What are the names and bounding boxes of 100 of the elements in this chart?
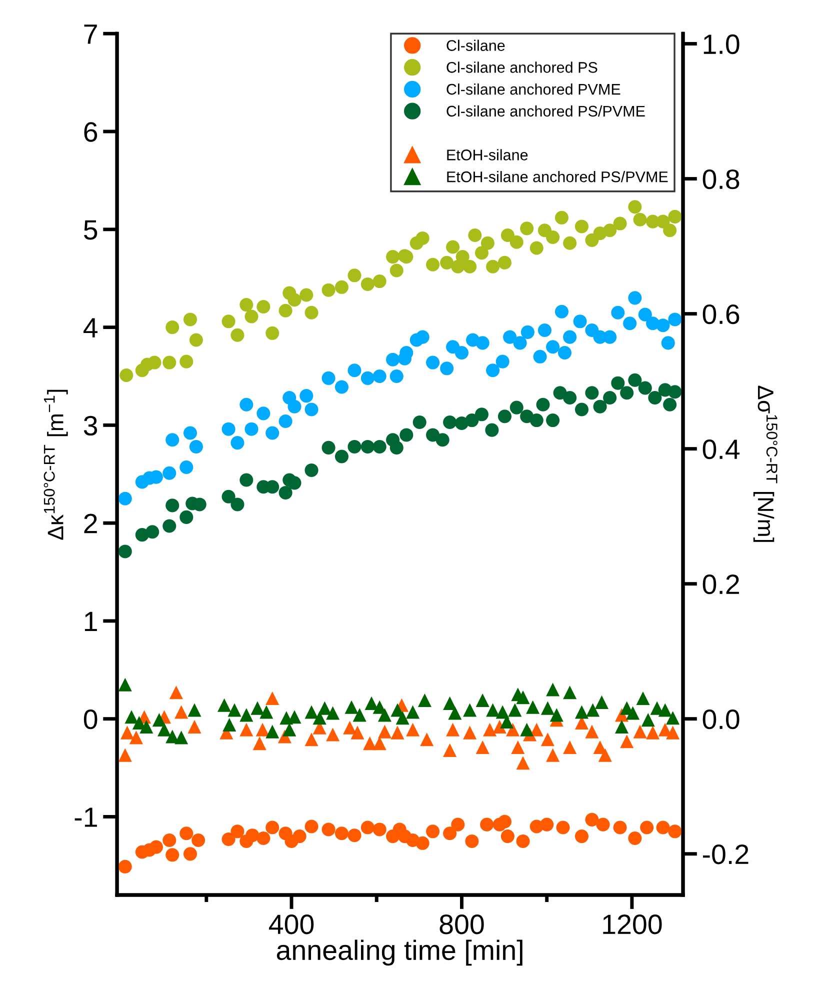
point bbox=[530, 414, 544, 428]
point bbox=[416, 330, 430, 344]
point bbox=[420, 732, 434, 746]
point bbox=[304, 705, 318, 719]
point bbox=[668, 824, 682, 838]
x-tick-label: 400 bbox=[268, 914, 314, 934]
y-tick-label: 6 bbox=[84, 122, 98, 142]
point bbox=[638, 308, 652, 322]
point bbox=[486, 364, 500, 378]
point bbox=[598, 748, 612, 762]
point bbox=[256, 722, 270, 736]
point bbox=[563, 391, 577, 405]
point bbox=[638, 381, 652, 395]
point bbox=[594, 695, 608, 709]
point bbox=[666, 726, 680, 740]
point bbox=[390, 369, 404, 384]
point bbox=[540, 732, 554, 746]
point bbox=[656, 820, 670, 834]
point bbox=[174, 730, 188, 744]
point bbox=[416, 836, 430, 850]
point bbox=[222, 718, 236, 732]
point bbox=[476, 693, 490, 708]
point bbox=[350, 726, 364, 740]
point bbox=[390, 726, 404, 740]
point bbox=[129, 730, 143, 744]
point bbox=[550, 708, 564, 722]
point bbox=[628, 832, 642, 846]
point bbox=[288, 400, 302, 414]
y2-tick-label: -0.2 bbox=[702, 844, 748, 864]
point bbox=[573, 314, 587, 328]
point bbox=[166, 848, 180, 862]
point bbox=[640, 820, 654, 834]
point bbox=[623, 316, 637, 330]
point bbox=[240, 722, 254, 736]
point bbox=[463, 703, 477, 717]
point bbox=[240, 473, 254, 487]
point bbox=[140, 720, 154, 734]
y2-tick-label: 0.8 bbox=[702, 169, 740, 190]
point bbox=[520, 722, 534, 736]
point bbox=[574, 705, 588, 719]
point bbox=[240, 398, 254, 412]
point bbox=[162, 833, 176, 847]
point bbox=[266, 426, 280, 440]
point bbox=[511, 740, 525, 754]
point bbox=[166, 498, 180, 512]
point bbox=[260, 705, 274, 719]
point bbox=[120, 726, 134, 740]
point bbox=[386, 352, 400, 366]
point bbox=[620, 734, 634, 748]
point bbox=[636, 692, 650, 706]
point bbox=[304, 402, 318, 416]
point bbox=[152, 713, 166, 727]
point bbox=[593, 400, 607, 414]
point bbox=[118, 860, 132, 874]
point bbox=[228, 703, 242, 717]
point bbox=[628, 373, 642, 387]
point bbox=[558, 346, 572, 360]
point bbox=[183, 426, 197, 440]
point bbox=[244, 422, 258, 436]
point bbox=[292, 830, 306, 844]
point bbox=[372, 736, 386, 750]
point bbox=[666, 711, 680, 725]
point bbox=[360, 440, 374, 454]
point bbox=[426, 356, 440, 370]
x-tick-label: 800 bbox=[440, 914, 484, 934]
point bbox=[574, 402, 588, 416]
point bbox=[344, 700, 358, 714]
y2-axis-title: Δσ$^{150°C-RT}$ [N/m] bbox=[753, 386, 778, 542]
point bbox=[266, 820, 280, 834]
point bbox=[149, 840, 163, 854]
point bbox=[188, 720, 202, 734]
point bbox=[613, 820, 627, 834]
point bbox=[492, 720, 506, 734]
point bbox=[603, 330, 617, 344]
point bbox=[180, 460, 194, 474]
point bbox=[476, 740, 490, 754]
point bbox=[180, 510, 194, 524]
point bbox=[443, 415, 457, 430]
point bbox=[378, 724, 392, 738]
point bbox=[454, 346, 468, 360]
point bbox=[546, 748, 560, 762]
y-tick-label: 4 bbox=[83, 318, 98, 338]
point bbox=[192, 833, 206, 847]
point bbox=[516, 834, 530, 848]
point bbox=[465, 414, 479, 428]
point bbox=[304, 463, 318, 477]
point bbox=[426, 824, 440, 838]
y2-tick-label: 0.2 bbox=[702, 574, 739, 594]
point bbox=[563, 686, 577, 700]
point bbox=[554, 304, 568, 318]
point bbox=[446, 722, 460, 736]
point bbox=[546, 414, 560, 428]
point bbox=[641, 713, 655, 727]
point bbox=[230, 436, 244, 450]
point bbox=[188, 703, 202, 717]
point bbox=[348, 364, 362, 378]
point bbox=[628, 291, 642, 305]
point bbox=[118, 492, 132, 506]
point bbox=[118, 748, 132, 762]
point bbox=[480, 818, 494, 832]
